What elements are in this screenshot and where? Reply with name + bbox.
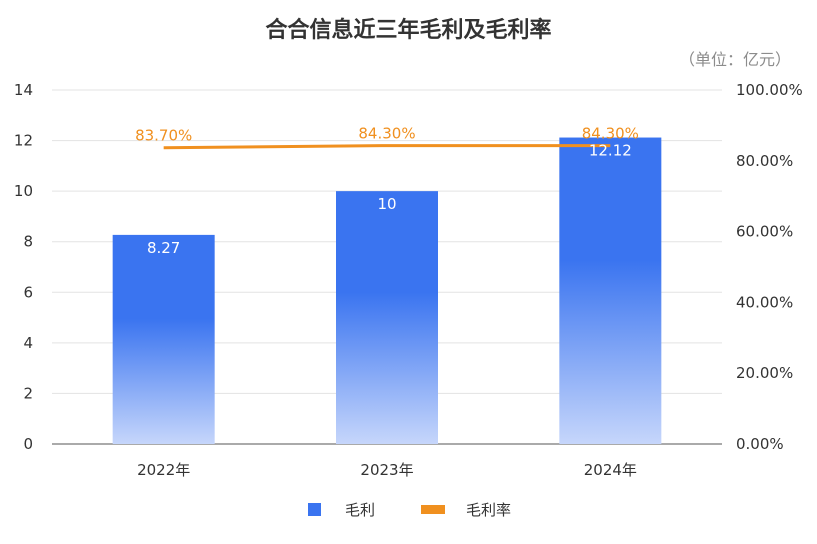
right-tick-label: 40.00%: [736, 293, 793, 311]
bar-value-label: 10: [377, 195, 396, 213]
rate-line: [163, 144, 611, 150]
left-tick-label: 2: [23, 384, 33, 402]
category-label: 2023年: [360, 461, 413, 479]
rate-series-line: [163, 144, 611, 150]
legend-label: 毛利: [345, 501, 375, 519]
rate-value-label: 83.70%: [135, 127, 192, 145]
bar: [559, 137, 662, 444]
category-label: 2024年: [584, 461, 637, 479]
left-tick-label: 10: [14, 182, 33, 200]
right-tick-label: 80.00%: [736, 152, 793, 170]
category-label: 2022年: [137, 461, 190, 479]
legend-label: 毛利率: [466, 501, 511, 519]
left-tick-label: 8: [23, 233, 33, 251]
bar-value-label: 8.27: [147, 239, 180, 257]
legend-swatch-bar: [308, 503, 321, 516]
x-axis: 2022年 2023年 2024年: [137, 461, 637, 479]
bar-value-label: 12.12: [589, 142, 632, 160]
bar: [336, 191, 438, 444]
bar: [112, 234, 215, 444]
left-tick-label: 14: [14, 81, 33, 99]
rate-value-label: 84.30%: [358, 125, 415, 143]
rate-value-label: 84.30%: [582, 125, 639, 143]
right-tick-label: 20.00%: [736, 364, 793, 382]
left-tick-label: 6: [23, 283, 33, 301]
right-axis: 0.00% 20.00% 40.00% 60.00% 80.00% 100.00%: [736, 81, 803, 453]
left-tick-label: 4: [23, 334, 33, 352]
unit-label: （单位：亿元）: [678, 50, 791, 69]
left-tick-label: 0: [23, 435, 33, 453]
legend: 毛利 毛利率: [308, 501, 511, 519]
right-tick-label: 100.00%: [736, 81, 803, 99]
legend-swatch-line: [421, 505, 445, 514]
bars: [112, 137, 662, 444]
left-tick-label: 12: [14, 132, 33, 150]
chart-title: 合合信息近三年毛利及毛利率: [265, 18, 552, 43]
right-tick-label: 0.00%: [736, 435, 784, 453]
right-tick-label: 60.00%: [736, 223, 793, 241]
data-labels: 8.27 10 12.12 83.70% 84.30% 84.30%: [135, 125, 639, 257]
left-axis: 0 2 4 6 8 10 12 14: [14, 81, 33, 453]
